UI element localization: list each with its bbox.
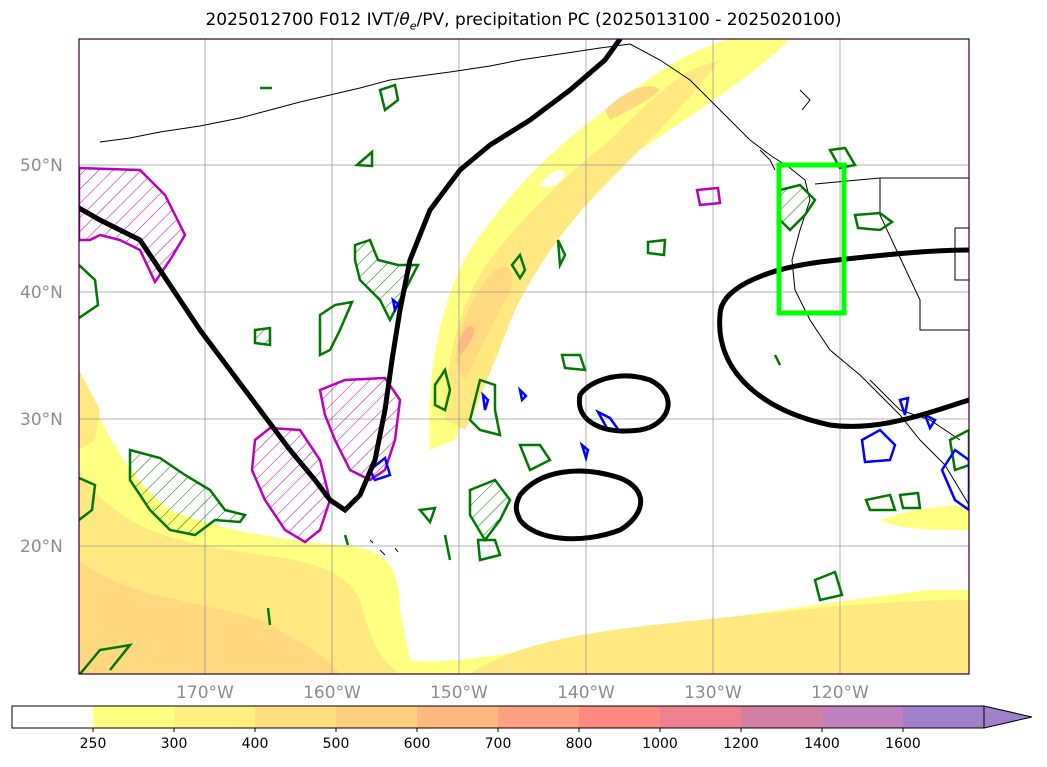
colorbar-segment <box>579 706 661 728</box>
colorbar-segment <box>93 706 175 728</box>
colorbar-segment <box>903 706 985 728</box>
lon-label-150w: 150°W <box>430 683 488 703</box>
lon-label-170w: 170°W <box>176 683 234 703</box>
colorbar-segment <box>12 706 94 728</box>
lon-label-160w: 160°W <box>303 683 361 703</box>
ivt-fill-layer <box>79 39 969 674</box>
colorbar-tick-label: 700 <box>485 736 512 752</box>
lon-label-130w: 130°W <box>684 683 742 703</box>
colorbar-segment <box>174 706 256 728</box>
precip-blue-contours <box>368 296 969 512</box>
lon-labels: 170°W 160°W 150°W 140°W 130°W 120°W <box>176 683 869 703</box>
highlight-box <box>776 162 847 316</box>
theta-e-contours <box>79 39 969 542</box>
lon-label-120w: 120°W <box>811 683 869 703</box>
colorbar-segment <box>660 706 742 728</box>
lat-label-30: 30°N <box>20 410 63 430</box>
colorbar-segment <box>255 706 337 728</box>
colorbar-extend-arrow <box>983 705 1033 729</box>
lon-label-140w: 140°W <box>557 683 615 703</box>
colorbar-segment <box>417 706 499 728</box>
colorbar-tick-label: 500 <box>323 736 350 752</box>
precip-green-contours <box>79 83 969 674</box>
colorbar-segment <box>741 706 823 728</box>
colorbar-tick-label: 250 <box>80 736 107 752</box>
colorbar-segment <box>336 706 418 728</box>
colorbar-tick-label: 800 <box>566 736 593 752</box>
colorbar-tick-label: 1000 <box>642 736 678 752</box>
gridlines <box>79 39 969 674</box>
colorbar-segment <box>822 706 904 728</box>
plot-title: 2025012700 F012 IVT/θe/PV, precipitation… <box>205 10 842 33</box>
pv-magenta-hatched <box>79 166 722 544</box>
colorbar-tick-label: 1600 <box>885 736 921 752</box>
lat-label-50: 50°N <box>20 156 63 176</box>
coastlines <box>99 43 969 556</box>
colorbar: 250 300 400 500 600 700 800 1000 1200 1400 1600 <box>11 705 1033 752</box>
map-frame <box>78 38 970 675</box>
colorbar-tick-label: 1200 <box>723 736 759 752</box>
lat-label-20: 20°N <box>20 537 63 557</box>
lat-label-40: 40°N <box>20 283 63 303</box>
colorbar-tick-label: 300 <box>161 736 188 752</box>
colorbar-segment <box>498 706 580 728</box>
lat-labels: 50°N 40°N 30°N 20°N <box>20 156 63 557</box>
colorbar-tick-label: 1400 <box>804 736 840 752</box>
colorbar-tick-label: 600 <box>404 736 431 752</box>
colorbar-tick-label: 400 <box>242 736 269 752</box>
